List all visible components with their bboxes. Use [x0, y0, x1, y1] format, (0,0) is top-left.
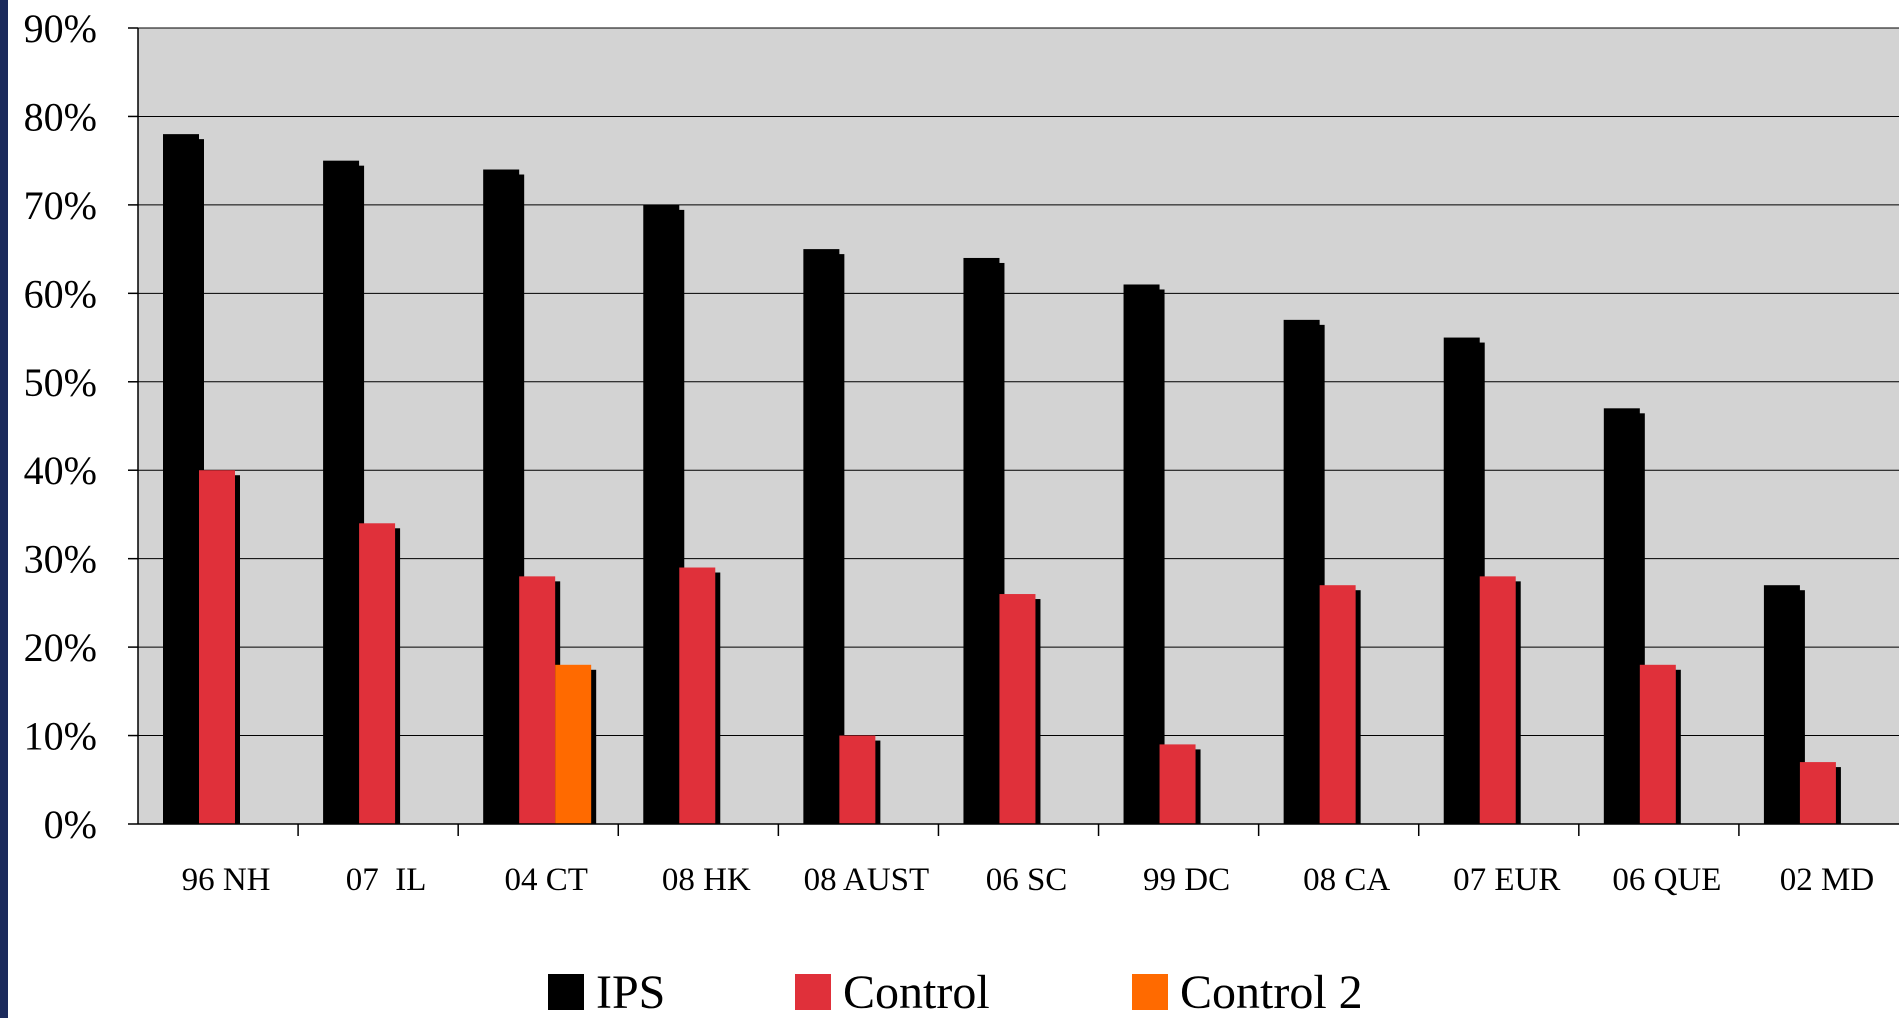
bar-control-96-nh	[199, 470, 235, 824]
y-tick-label-20: 20%	[24, 625, 97, 670]
legend: IPS Control Control 2	[548, 966, 1363, 1018]
bar-ips-08-ca	[1284, 320, 1320, 824]
bar-ips-08-aust	[803, 249, 839, 824]
legend-swatch-control	[795, 974, 831, 1010]
bar-control-06-sc	[999, 594, 1035, 824]
y-tick-label-40: 40%	[24, 448, 97, 493]
bar-control-08-ca	[1320, 585, 1356, 824]
y-tick-label-0: 0%	[44, 802, 97, 847]
legend-label-control: Control	[843, 966, 990, 1018]
bar-control-08-aust	[839, 736, 875, 824]
legend-label-ips: IPS	[596, 966, 665, 1018]
x-tick-label-02-md: 02 MD	[1780, 862, 1874, 898]
slide-edge-stripe	[0, 0, 8, 1018]
legend-label-control-2: Control 2	[1180, 966, 1363, 1018]
bar-ips-06-que	[1604, 408, 1640, 824]
y-tick-labels: 0% 10% 20% 30% 40% 50% 60% 70% 80% 90%	[24, 6, 97, 847]
y-tick-label-50: 50%	[24, 360, 97, 405]
bar-ips-06-sc	[963, 258, 999, 824]
x-tick-label-06-que: 06 QUE	[1612, 862, 1721, 898]
x-tick-label-08-hk: 08 HK	[662, 862, 751, 898]
x-tick-label-04-ct: 04 CT	[505, 862, 588, 898]
bar-control-99-dc	[1160, 744, 1196, 824]
x-tick-label-96-nh: 96 NH	[182, 862, 271, 898]
y-tick-label-60: 60%	[24, 271, 97, 316]
legend-swatch-control-2	[1132, 974, 1168, 1010]
x-tick-label-07-eur: 07 EUR	[1453, 862, 1560, 898]
y-tick-label-70: 70%	[24, 183, 97, 228]
x-tick-label-08-ca: 08 CA	[1303, 862, 1390, 898]
x-tick-label-99-dc: 99 DC	[1143, 862, 1230, 898]
bar-control-07-eur	[1480, 576, 1516, 824]
bar-ips-02-md	[1764, 585, 1800, 824]
bar-control-04-ct	[519, 576, 555, 824]
x-tick-label-07-il: 07 IL	[346, 862, 427, 898]
bar-control-2-04-ct	[555, 665, 591, 824]
bar-ips-96-nh	[163, 134, 199, 824]
bar-control-06-que	[1640, 665, 1676, 824]
y-tick-label-80: 80%	[24, 94, 97, 139]
bar-control-07-il	[359, 523, 395, 824]
bar-ips-07-il	[323, 161, 359, 824]
y-tick-label-30: 30%	[24, 537, 97, 582]
bar-control-08-hk	[679, 568, 715, 824]
legend-swatch-ips	[548, 974, 584, 1010]
y-tick-label-10: 10%	[24, 714, 97, 759]
bar-ips-99-dc	[1124, 284, 1160, 824]
bar-ips-07-eur	[1444, 338, 1480, 824]
y-tick-label-90: 90%	[24, 6, 97, 51]
bar-ips-04-ct	[483, 170, 519, 824]
x-tick-label-06-sc: 06 SC	[986, 862, 1068, 898]
x-tick-label-08-aust: 08 AUST	[804, 862, 930, 898]
bar-ips-08-hk	[643, 205, 679, 824]
bar-control-02-md	[1800, 762, 1836, 824]
x-tick-labels: 96 NH 07 IL 04 CT 08 HK 08 AUST 06 SC 99 DC 08 …	[182, 862, 1875, 898]
